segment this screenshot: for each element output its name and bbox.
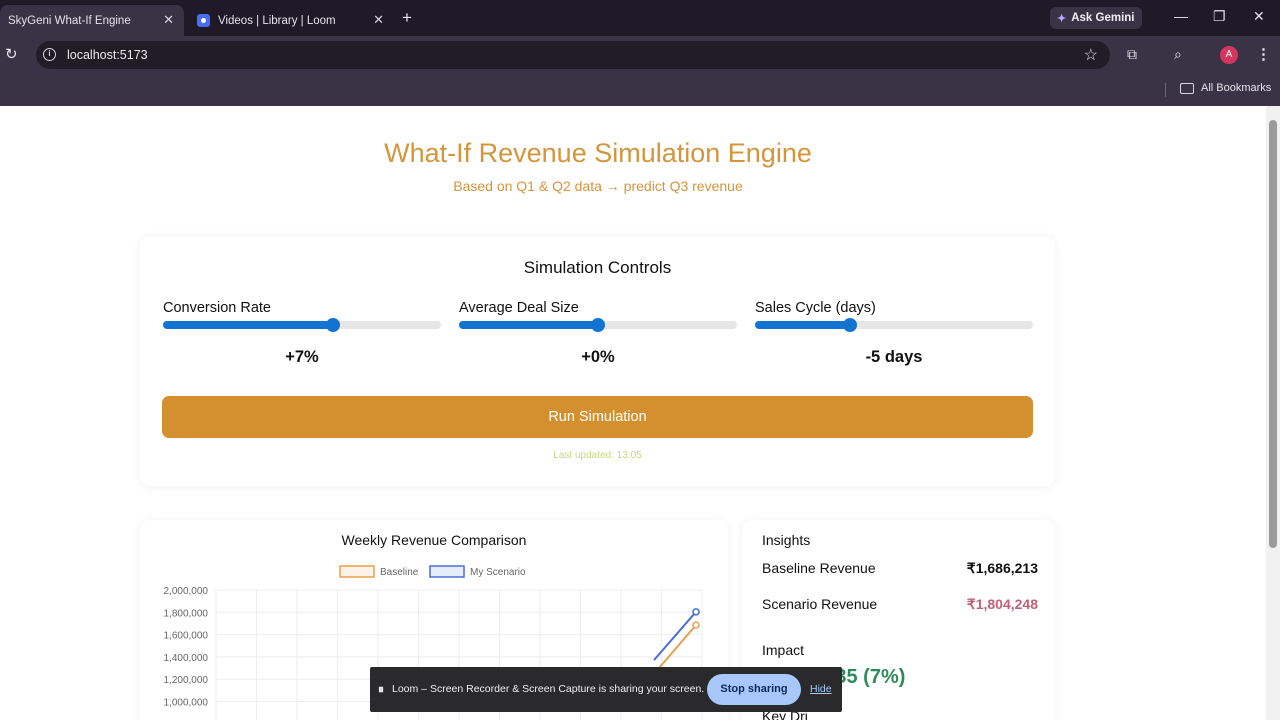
controls-title: Simulation Controls xyxy=(523,258,672,277)
insights-card: Insights Baseline Revenue ₹1,686,213 Sce… xyxy=(742,520,1055,720)
slider-fill xyxy=(163,321,333,329)
page-title: What-If Revenue Simulation Engine xyxy=(384,138,812,168)
loom-favicon-icon xyxy=(197,14,210,27)
baseline-revenue-label: Baseline Revenue xyxy=(762,560,876,576)
slider-track[interactable] xyxy=(459,318,737,332)
all-bookmarks-link[interactable]: All Bookmarks xyxy=(1201,82,1272,94)
impact-value: +₹118,035 (7%) xyxy=(762,664,905,689)
y-tick-label: 1,200,000 xyxy=(164,675,209,686)
avatar[interactable]: A xyxy=(1220,46,1238,64)
simulation-controls-card: Simulation Controls Conversion Rate +7% … xyxy=(140,236,1055,486)
legend-swatch xyxy=(429,565,465,578)
address-bar[interactable]: i localhost:5173 ☆ xyxy=(36,41,1110,69)
extensions-icon[interactable]: ⧉ xyxy=(1127,46,1137,62)
lens-search-icon[interactable]: ⌕ xyxy=(1174,46,1182,62)
y-tick-label: 1,800,000 xyxy=(164,608,209,619)
page-subtitle: Based on Q1 & Q2 data → predict Q3 reven… xyxy=(453,178,743,194)
page-content: What-If Revenue Simulation Engine Based … xyxy=(0,106,1266,720)
last-updated-text: Last updated: 13:05 xyxy=(553,450,642,461)
tab-title: SkyGeni What-If Engine xyxy=(8,14,131,27)
average-deal-size-slider[interactable]: Average Deal Size +0% xyxy=(459,300,737,366)
legend-swatch xyxy=(339,565,375,578)
divider xyxy=(1165,83,1166,97)
sales-cycle-slider[interactable]: Sales Cycle (days) -5 days xyxy=(755,300,1033,366)
url-text[interactable]: localhost:5173 xyxy=(67,48,148,62)
data-point xyxy=(692,621,700,629)
menu-icon[interactable]: ⋮ xyxy=(1256,46,1271,63)
slider-value: +0% xyxy=(581,348,615,366)
site-info-icon[interactable]: i xyxy=(43,48,56,61)
slider-label: Conversion Rate xyxy=(163,300,271,316)
impact-value-text: 35 (7%) xyxy=(835,666,906,688)
slider-handle[interactable] xyxy=(842,318,857,332)
baseline-revenue-row: Baseline Revenue ₹1,686,213 xyxy=(762,560,1038,576)
stop-sharing-button[interactable]: Stop sharing xyxy=(707,674,801,705)
sharing-message: Loom – Screen Recorder & Screen Capture … xyxy=(392,683,705,695)
close-icon[interactable]: ✕ xyxy=(373,12,384,27)
legend-label: Baseline xyxy=(380,567,419,578)
tab-title: Videos | Library | Loom xyxy=(218,14,336,27)
slider-handle[interactable] xyxy=(591,318,605,332)
window-close-icon[interactable]: ✕ xyxy=(1253,8,1265,24)
scenario-revenue-value: ₹1,804,248 xyxy=(966,596,1038,612)
chart-title: Weekly Revenue Comparison xyxy=(341,532,527,548)
insights-title: Insights xyxy=(762,532,811,548)
restore-icon[interactable]: ❐ xyxy=(1213,8,1226,24)
bookmark-star-icon[interactable]: ☆ xyxy=(1083,47,1098,64)
tab-skygeni[interactable]: SkyGeni What-If Engine ✕ xyxy=(0,5,184,36)
screen-sharing-banner: ⏸ Loom – Screen Recorder & Screen Captur… xyxy=(370,667,842,712)
browser-tab-strip: SkyGeni What-If Engine ✕ Videos | Librar… xyxy=(0,0,1280,36)
run-simulation-button[interactable]: Run Simulation xyxy=(162,396,1033,438)
ask-gemini-button[interactable]: ✦ Ask Gemini xyxy=(1050,7,1142,29)
scenario-revenue-row: Scenario Revenue ₹1,804,248 xyxy=(762,596,1038,612)
slider-track[interactable] xyxy=(163,318,441,332)
y-tick-label: 1,600,000 xyxy=(164,631,209,642)
browser-toolbar: ↻ i localhost:5173 ☆ ⧉ ⌕ A ⋮ xyxy=(0,36,1280,74)
scenario-revenue-label: Scenario Revenue xyxy=(762,596,878,612)
y-tick-label: 2,000,000 xyxy=(164,586,209,597)
data-point xyxy=(692,608,700,616)
hide-link[interactable]: Hide xyxy=(810,683,832,695)
slider-handle[interactable] xyxy=(325,318,340,332)
conversion-rate-slider[interactable]: Conversion Rate +7% xyxy=(163,300,441,366)
slider-track[interactable] xyxy=(755,318,1033,332)
y-tick-label: 1,000,000 xyxy=(164,698,209,709)
slider-value: +7% xyxy=(285,348,319,366)
ask-gemini-label: Ask Gemini xyxy=(1071,12,1135,24)
minimize-icon[interactable]: — xyxy=(1174,8,1188,24)
gemini-sparkle-icon: ✦ xyxy=(1057,12,1067,25)
bookmarks-bar: All Bookmarks xyxy=(0,74,1280,106)
tab-loom[interactable]: Videos | Library | Loom ✕ xyxy=(188,5,394,36)
slider-value: -5 days xyxy=(865,348,923,366)
series-line xyxy=(653,624,697,675)
slider-fill xyxy=(459,321,598,329)
folder-icon[interactable] xyxy=(1180,83,1194,94)
slider-fill xyxy=(755,321,850,329)
scrollbar-thumb[interactable] xyxy=(1269,120,1277,548)
baseline-revenue-value: ₹1,686,213 xyxy=(966,560,1038,576)
slider-label: Sales Cycle (days) xyxy=(755,300,876,316)
page-scrollbar[interactable] xyxy=(1266,106,1280,720)
series-line xyxy=(653,611,697,661)
new-tab-button[interactable]: + xyxy=(402,8,412,27)
reload-icon[interactable]: ↻ xyxy=(5,46,18,63)
y-tick-label: 1,400,000 xyxy=(164,653,209,664)
legend-label: My Scenario xyxy=(470,567,526,578)
pause-icon[interactable]: ⏸ xyxy=(378,682,385,696)
impact-label: Impact xyxy=(762,642,805,658)
slider-label: Average Deal Size xyxy=(459,300,579,316)
close-icon[interactable]: ✕ xyxy=(163,12,174,27)
